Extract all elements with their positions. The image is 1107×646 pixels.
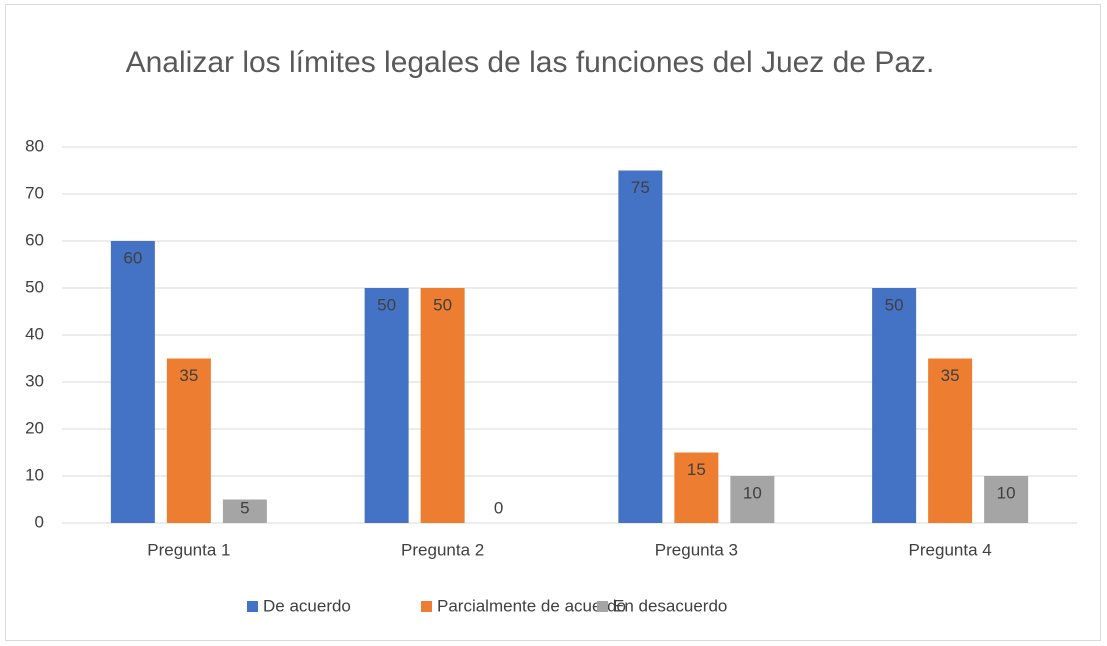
bar bbox=[928, 358, 973, 523]
bar bbox=[222, 499, 267, 523]
y-tick-label: 40 bbox=[25, 324, 44, 343]
data-label: 35 bbox=[941, 366, 960, 385]
legend-swatch bbox=[597, 601, 608, 612]
y-tick-label: 30 bbox=[25, 371, 44, 390]
legend-label: De acuerdo bbox=[263, 596, 351, 615]
chart-title: Analizar los límites legales de las func… bbox=[125, 46, 935, 79]
bar bbox=[420, 288, 465, 523]
legend-label: Parcialmente de acuerdo bbox=[437, 596, 626, 615]
data-label: 5 bbox=[240, 498, 249, 517]
y-tick-label: 10 bbox=[25, 465, 44, 484]
y-tick-label: 60 bbox=[25, 230, 44, 249]
x-tick-label: Pregunta 4 bbox=[909, 540, 992, 559]
y-tick-label: 50 bbox=[25, 277, 44, 296]
legend-swatch bbox=[247, 601, 258, 612]
bar bbox=[166, 358, 211, 523]
data-label: 10 bbox=[743, 483, 762, 502]
chart-frame bbox=[5, 4, 1101, 641]
data-label: 0 bbox=[494, 498, 503, 517]
legend-swatch bbox=[421, 601, 432, 612]
y-tick-label: 70 bbox=[25, 183, 44, 202]
x-tick-label: Pregunta 3 bbox=[655, 540, 738, 559]
legend-label: En desacuerdo bbox=[613, 596, 727, 615]
bar bbox=[872, 288, 917, 523]
data-label: 50 bbox=[377, 295, 396, 314]
bar bbox=[110, 241, 155, 523]
data-label: 10 bbox=[997, 483, 1016, 502]
data-label: 15 bbox=[687, 460, 706, 479]
data-label: 35 bbox=[179, 366, 198, 385]
y-tick-label: 80 bbox=[25, 136, 44, 155]
data-label: 60 bbox=[123, 248, 142, 267]
bar bbox=[730, 476, 775, 523]
y-tick-label: 0 bbox=[35, 512, 44, 531]
data-label: 75 bbox=[631, 178, 650, 197]
bar bbox=[364, 288, 409, 523]
data-label: 50 bbox=[885, 295, 904, 314]
bar bbox=[674, 452, 719, 523]
data-label: 50 bbox=[433, 295, 452, 314]
y-tick-label: 20 bbox=[25, 418, 44, 437]
bar bbox=[984, 476, 1029, 523]
x-tick-label: Pregunta 1 bbox=[147, 540, 230, 559]
bar bbox=[618, 170, 663, 523]
x-tick-label: Pregunta 2 bbox=[401, 540, 484, 559]
